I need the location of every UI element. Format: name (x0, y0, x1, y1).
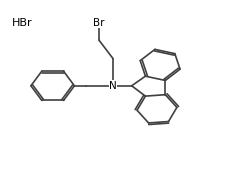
Text: N: N (109, 81, 117, 91)
Text: Br: Br (93, 18, 105, 28)
Text: HBr: HBr (11, 18, 32, 28)
